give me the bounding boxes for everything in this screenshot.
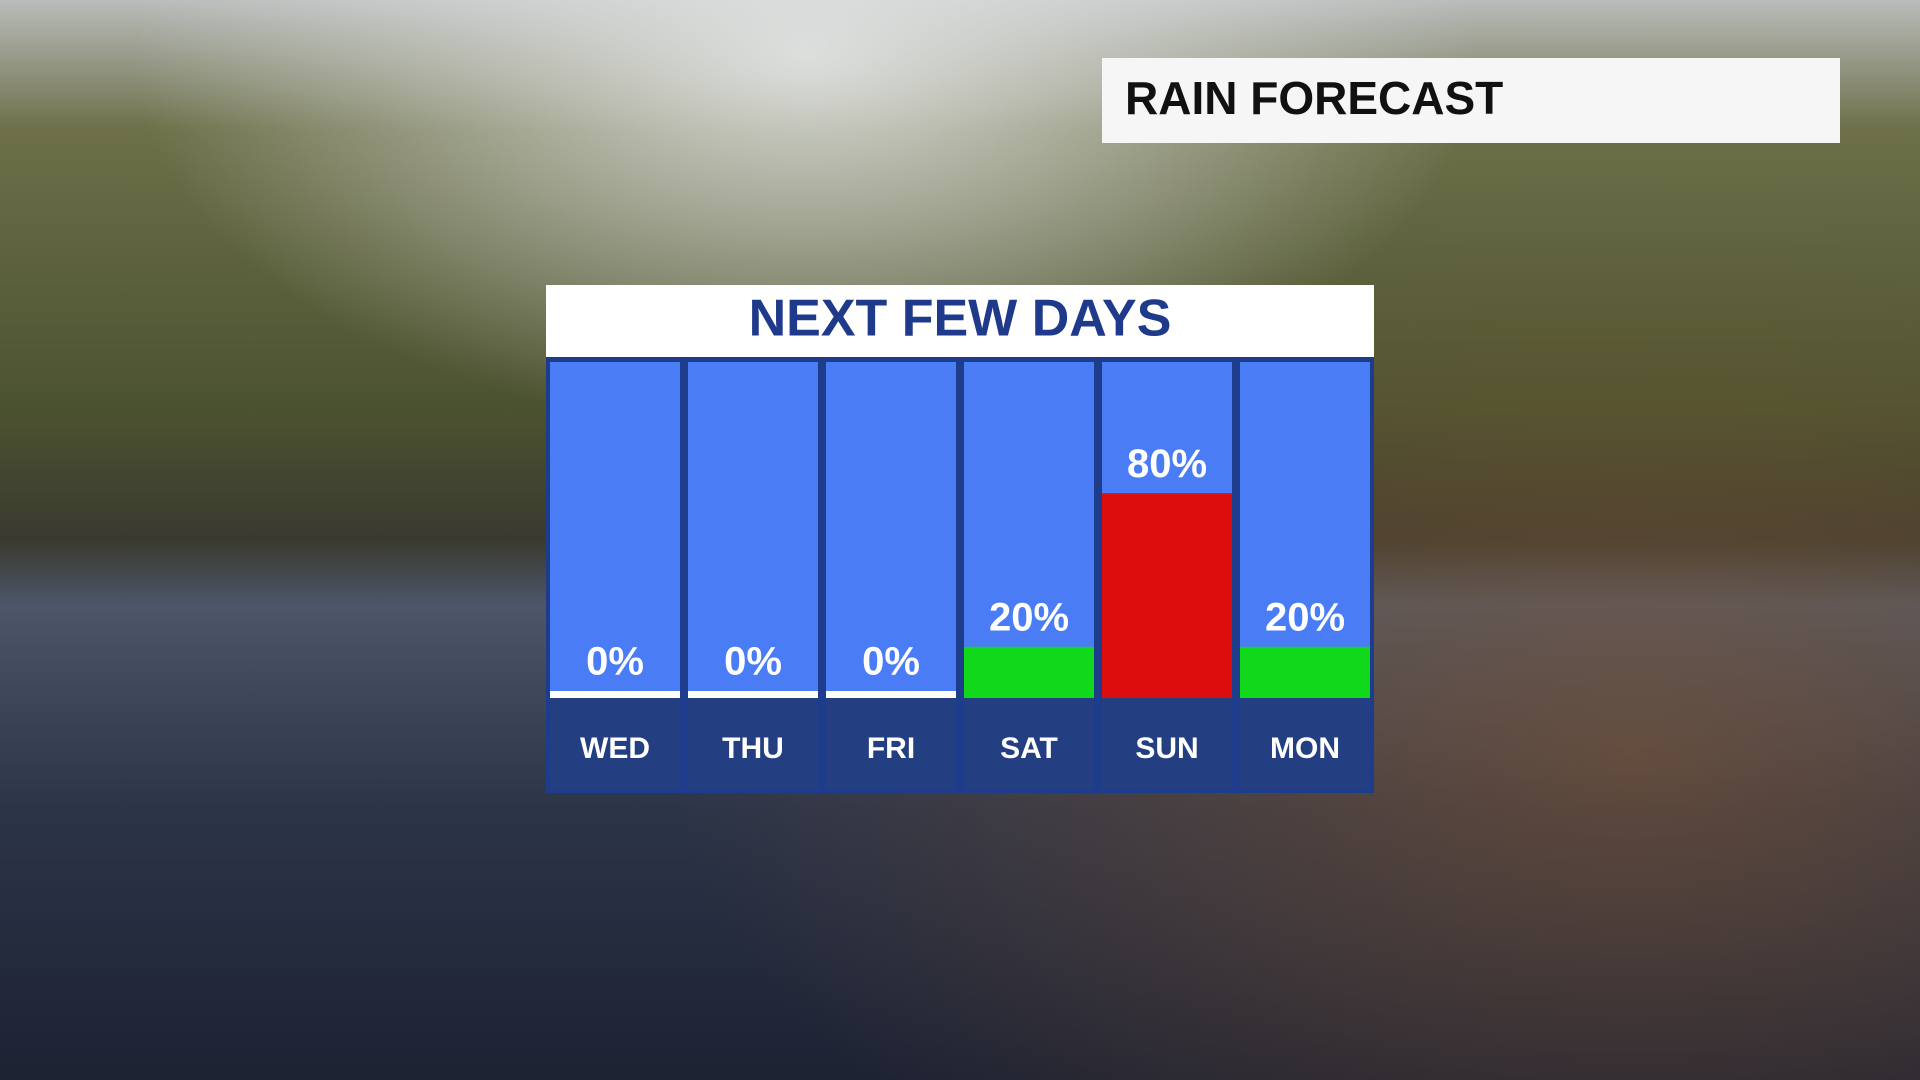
plot: WED 0% THU 0% FRI 0% SAT 20% SUN 80% MON 20% [550,362,1370,790]
x-tick-label: FRI [867,732,915,765]
label-cell [1240,698,1370,790]
label-cell [826,698,956,790]
bar [1102,493,1232,698]
value-label: 20% [989,595,1069,639]
value-label: 0% [724,640,782,684]
column [550,362,680,698]
x-tick-label: THU [722,732,784,765]
bar [964,646,1094,698]
bar [826,691,956,698]
value-label: 80% [1127,442,1207,486]
column [688,362,818,698]
header-box [1102,58,1840,143]
value-label: 0% [862,640,920,684]
bar [1240,646,1370,698]
label-cell [688,698,818,790]
chart-title: NEXT FEW DAYS [749,290,1172,348]
header-title: RAIN FORECAST [1125,72,1503,124]
bar [688,691,818,698]
x-tick-label: WED [580,732,650,765]
x-tick-label: SUN [1135,732,1198,765]
x-tick-label: SAT [1000,732,1058,765]
chart-panel [546,285,1374,793]
label-cell [1102,698,1232,790]
chart-header [546,285,1374,357]
column [826,362,956,698]
label-cell [964,698,1094,790]
value-label: 0% [586,640,644,684]
column [964,362,1094,698]
label-cell [550,698,680,790]
column [1240,362,1370,698]
bar [550,691,680,698]
x-tick-label: MON [1270,732,1340,765]
value-label: 20% [1265,595,1345,639]
